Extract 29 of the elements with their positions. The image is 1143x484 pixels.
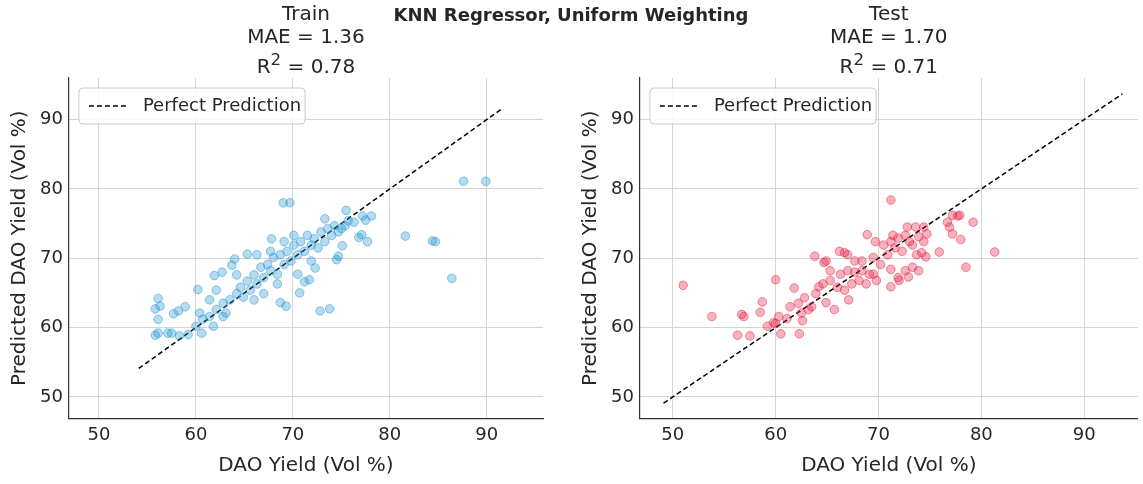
legend-label: Perfect Prediction bbox=[142, 93, 302, 115]
y-tick-label: 80 bbox=[611, 176, 634, 198]
chart-title: Train MAE = 1.36 R$^{2}$ = 0.78 bbox=[247, 1, 365, 78]
y-tick-label: 80 bbox=[40, 176, 63, 198]
x-tick-label: 90 bbox=[1072, 422, 1096, 444]
y-tick-label: 90 bbox=[40, 107, 63, 129]
x-axis-title: DAO Yield (Vol %) bbox=[218, 452, 394, 477]
y-tick-label: 60 bbox=[40, 315, 63, 337]
chart-title: Test MAE = 1.70 R$^{2}$ = 0.71 bbox=[830, 1, 948, 78]
x-tick-label: 70 bbox=[281, 422, 305, 444]
x-tick-label: 80 bbox=[378, 422, 402, 444]
y-tick-label: 50 bbox=[40, 384, 63, 406]
x-tick-label: 50 bbox=[87, 422, 111, 444]
y-tick-label: 70 bbox=[40, 245, 63, 267]
legend-label: Perfect Prediction bbox=[713, 93, 873, 115]
y-axis-title: Predicted DAO Yield (Vol %) bbox=[577, 110, 602, 386]
x-tick-label: 60 bbox=[184, 422, 208, 444]
x-tick-label: 70 bbox=[867, 422, 890, 444]
x-tick-label: 50 bbox=[661, 422, 685, 444]
y-tick-label: 70 bbox=[611, 245, 634, 267]
y-axis-title: Predicted DAO Yield (Vol %) bbox=[6, 110, 31, 386]
y-tick-label: 50 bbox=[611, 384, 634, 406]
y-tick-label: 60 bbox=[611, 315, 634, 337]
x-axis-title: DAO Yield (Vol %) bbox=[801, 452, 977, 477]
y-tick-label: 90 bbox=[611, 107, 634, 129]
x-tick-label: 60 bbox=[764, 422, 788, 444]
text: KNN Regressor, Uniform Weighting bbox=[393, 4, 749, 25]
x-tick-label: 80 bbox=[969, 422, 993, 444]
x-tick-label: 90 bbox=[475, 422, 499, 444]
